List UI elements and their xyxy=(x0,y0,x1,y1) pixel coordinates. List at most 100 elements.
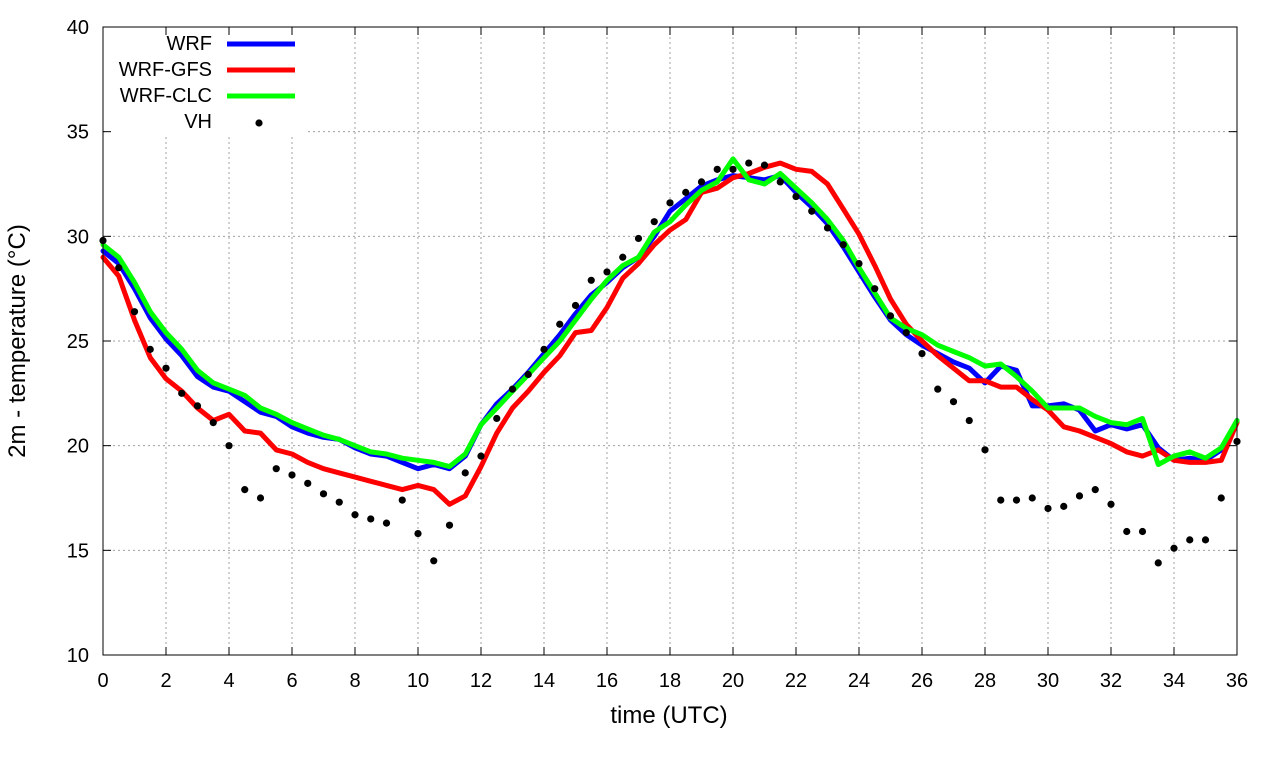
data-point-vh xyxy=(792,192,800,201)
data-point-vh xyxy=(319,490,328,498)
data-point-vh xyxy=(477,452,485,460)
data-point-vh xyxy=(1107,500,1115,508)
data-point-vh xyxy=(886,312,895,320)
x-tick-label: 36 xyxy=(1226,670,1248,692)
data-point-vh xyxy=(414,529,422,538)
y-tick-label: 35 xyxy=(67,122,89,144)
data-point-vh xyxy=(398,496,406,504)
data-point-vh xyxy=(949,398,958,406)
x-tick-label: 8 xyxy=(349,670,360,692)
data-point-vh xyxy=(981,446,989,454)
data-point-vh xyxy=(697,178,706,186)
legend-label-vh: VH xyxy=(184,111,212,133)
data-point-vh xyxy=(115,264,123,272)
data-point-vh xyxy=(603,268,611,276)
data-point-vh xyxy=(682,188,690,196)
legend-label-wrf: WRF xyxy=(166,33,212,55)
x-tick-label: 34 xyxy=(1163,670,1185,692)
data-point-vh xyxy=(304,479,312,487)
data-point-vh xyxy=(461,469,469,477)
data-point-vh xyxy=(839,241,847,249)
y-tick-label: 15 xyxy=(67,540,89,562)
data-point-vh xyxy=(650,218,658,226)
data-point-vh xyxy=(729,165,737,173)
data-point-vh xyxy=(193,402,202,410)
x-tick-label: 22 xyxy=(785,670,807,692)
data-point-vh xyxy=(493,414,501,423)
y-tick-label: 40 xyxy=(67,17,89,39)
data-point-vh xyxy=(430,557,438,565)
data-point-vh xyxy=(918,349,926,358)
x-tick-label: 12 xyxy=(470,670,492,692)
data-point-vh xyxy=(713,165,721,173)
legend: WRF WRF-GFS WRF-CLC VH xyxy=(119,33,295,133)
data-point-vh xyxy=(241,486,249,494)
x-tick-label: 32 xyxy=(1100,670,1122,692)
data-point-vh xyxy=(934,385,942,393)
data-point-vh xyxy=(272,465,280,473)
data-point-vh xyxy=(823,224,832,232)
data-point-vh xyxy=(556,320,564,328)
y-axis-label: 2m - temperature (°C) xyxy=(4,224,31,458)
data-point-vh xyxy=(540,345,548,353)
data-point-vh xyxy=(776,178,784,186)
data-point-vh xyxy=(256,494,265,502)
x-tick-label: 26 xyxy=(911,670,933,692)
data-point-vh xyxy=(382,519,391,527)
data-point-vh xyxy=(508,385,517,393)
x-tick-label: 18 xyxy=(659,670,681,692)
data-point-vh xyxy=(1060,502,1068,510)
x-tick-label: 28 xyxy=(974,670,996,692)
data-point-vh xyxy=(1075,492,1084,500)
series-vh-points xyxy=(99,159,1241,567)
x-tick-label: 20 xyxy=(722,670,744,692)
data-point-vh xyxy=(902,329,910,337)
legend-background xyxy=(105,29,305,135)
data-point-vh xyxy=(1186,536,1194,544)
data-point-vh xyxy=(1201,536,1210,544)
data-point-vh xyxy=(209,419,217,427)
x-tick-label: 30 xyxy=(1037,670,1059,692)
data-point-vh xyxy=(871,285,879,293)
data-point-vh xyxy=(162,364,170,372)
data-point-vh xyxy=(1217,494,1225,502)
data-point-vh xyxy=(1091,486,1099,494)
data-point-vh xyxy=(351,511,359,519)
data-point-vh xyxy=(1044,504,1052,513)
x-tick-label: 6 xyxy=(286,670,297,692)
x-tick-label: 24 xyxy=(848,670,870,692)
data-point-vh xyxy=(445,521,454,529)
x-tick-label: 0 xyxy=(97,670,108,692)
data-point-vh xyxy=(760,161,769,169)
y-tick-label: 30 xyxy=(67,226,89,248)
legend-swatch-vh xyxy=(255,119,263,127)
data-point-vh xyxy=(634,234,643,243)
y-tick-label: 20 xyxy=(67,436,89,458)
x-tick-label: 16 xyxy=(596,670,618,692)
data-point-vh xyxy=(571,301,580,310)
x-tick-label: 2 xyxy=(160,670,171,692)
data-point-vh xyxy=(1123,527,1131,536)
series-line-wrf-clc xyxy=(100,156,1240,470)
x-tick-label: 4 xyxy=(223,670,234,692)
data-point-vh xyxy=(619,253,627,261)
axis-ticks: 0 2 4 6 8 10 12 14 16 18 20 22 24 26 28 30 32 34 361015202… xyxy=(67,17,1248,692)
x-axis-label: time (UTC) xyxy=(610,702,727,729)
data-point-vh xyxy=(130,308,139,316)
x-tick-label: 10 xyxy=(407,670,429,692)
y-tick-label: 10 xyxy=(67,645,89,667)
data-point-vh xyxy=(666,199,674,207)
data-point-vh xyxy=(745,159,753,167)
legend-label-wrf-gfs: WRF-GFS xyxy=(119,59,212,81)
data-point-vh xyxy=(808,207,816,215)
data-point-vh xyxy=(1170,544,1178,552)
x-tick-label: 14 xyxy=(533,670,555,692)
series-layer xyxy=(99,156,1241,567)
legend-label-wrf-clc: WRF-CLC xyxy=(120,85,212,107)
data-point-vh xyxy=(1012,496,1021,504)
data-point-vh xyxy=(1138,527,1147,536)
data-point-vh xyxy=(1028,494,1036,502)
grid xyxy=(103,27,1237,655)
data-point-vh xyxy=(178,389,186,397)
